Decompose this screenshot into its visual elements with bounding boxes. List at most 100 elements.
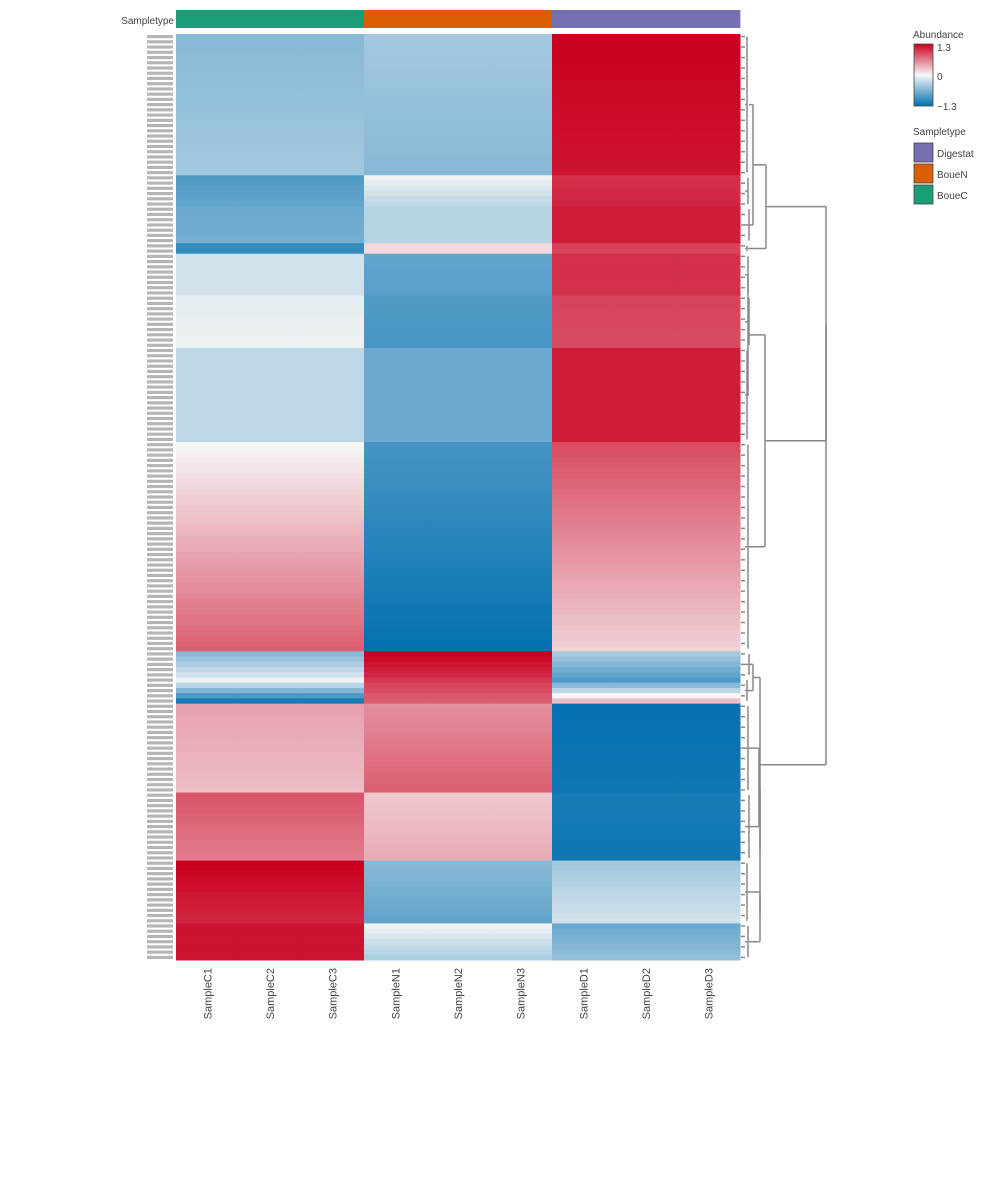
heatmap-cell: [301, 588, 365, 595]
heatmap-cell: [552, 190, 616, 197]
heatmap-cell: [489, 379, 553, 386]
heatmap-cell: [176, 54, 240, 61]
heatmap-cell: [238, 818, 302, 825]
heatmap-cell: [614, 536, 678, 542]
heatmap-cell: [364, 196, 428, 202]
heatmap-cell: [552, 499, 616, 506]
heatmap-cell: [301, 164, 365, 171]
heatmap-cell: [489, 693, 553, 699]
row-dendrogram: [741, 35, 827, 959]
heatmap-cell: [176, 400, 240, 406]
row-label-mark: [147, 390, 173, 394]
row-label-mark: [147, 830, 173, 834]
heatmap-cell: [614, 891, 678, 898]
heatmap-cell: [364, 201, 428, 208]
row-label-mark: [147, 458, 173, 462]
heatmap-cell: [614, 196, 678, 202]
heatmap-cell: [301, 818, 365, 825]
heatmap-cell: [614, 368, 678, 375]
row-label-mark: [147, 950, 173, 954]
heatmap-cell: [176, 667, 240, 673]
heatmap-cell: [426, 44, 490, 51]
heatmap-cell: [301, 421, 365, 427]
heatmap-cell: [614, 426, 678, 433]
heatmap-cell: [677, 834, 741, 841]
heatmap-cell: [364, 834, 428, 841]
heatmap-cell: [552, 415, 616, 422]
heatmap-cell: [552, 829, 616, 835]
heatmap-cell: [677, 347, 741, 354]
heatmap-cell: [238, 640, 302, 647]
heatmap-cell: [364, 321, 428, 328]
row-label-mark: [147, 913, 173, 918]
heatmap-cell: [176, 630, 240, 637]
heatmap-cell: [301, 829, 365, 835]
heatmap-cell: [301, 415, 365, 422]
group-legend-swatch-bouen: [913, 163, 934, 184]
heatmap-cell: [489, 60, 553, 66]
heatmap-cell: [176, 86, 240, 93]
heatmap-cell: [238, 149, 302, 155]
heatmap-cell: [238, 122, 302, 129]
heatmap-cell: [489, 557, 553, 563]
heatmap-cell: [552, 619, 616, 626]
heatmap-cell: [238, 578, 302, 584]
heatmap-cell: [489, 238, 553, 244]
heatmap-cell: [489, 646, 553, 652]
heatmap-cell: [301, 667, 365, 673]
heatmap-cell: [614, 379, 678, 386]
heatmap-cell: [238, 253, 302, 260]
heatmap-cell: [614, 107, 678, 113]
heatmap-cell: [552, 844, 616, 851]
row-label-mark: [147, 218, 173, 222]
heatmap-cell: [426, 321, 490, 328]
heatmap-cell: [614, 886, 678, 893]
heatmap-cell: [426, 347, 490, 354]
heatmap-cell: [238, 907, 302, 914]
heatmap-cell: [301, 515, 365, 522]
row-label-mark: [147, 66, 173, 70]
heatmap-cell: [677, 714, 741, 720]
heatmap-cell: [552, 342, 616, 349]
heatmap-cell: [238, 912, 302, 919]
row-label-mark: [147, 364, 173, 368]
heatmap-cell: [677, 452, 741, 459]
heatmap-cell: [489, 285, 553, 291]
row-label-mark: [147, 176, 173, 180]
heatmap-cell: [176, 91, 240, 98]
heatmap-cell: [614, 656, 678, 663]
heatmap-cell: [301, 766, 365, 773]
heatmap-cell: [176, 531, 240, 537]
heatmap-cell: [677, 933, 741, 940]
heatmap-cell: [238, 400, 302, 406]
heatmap-cell: [426, 912, 490, 919]
heatmap-cell: [176, 520, 240, 527]
heatmap-cell: [176, 353, 240, 359]
heatmap-cell: [364, 531, 428, 537]
heatmap-cell: [238, 750, 302, 757]
heatmap-cell: [489, 494, 553, 501]
heatmap-cell: [677, 886, 741, 893]
heatmap-cell: [176, 787, 240, 794]
heatmap-cell: [238, 766, 302, 773]
heatmap-cell: [489, 776, 553, 783]
heatmap-cell: [426, 96, 490, 103]
heatmap-cell: [364, 436, 428, 443]
heatmap-cell: [364, 541, 428, 548]
row-label-mark: [147, 82, 173, 86]
heatmap-cell: [552, 149, 616, 155]
heatmap-cell: [176, 782, 240, 788]
heatmap-cell: [238, 646, 302, 652]
heatmap-cell: [301, 159, 365, 166]
row-label-mark: [147, 144, 173, 149]
heatmap-cell: [176, 635, 240, 642]
heatmap-cell: [552, 107, 616, 113]
heatmap-cell: [552, 201, 616, 208]
heatmap-cell: [364, 829, 428, 835]
heatmap-cell: [426, 170, 490, 176]
heatmap-cell: [426, 745, 490, 752]
heatmap-cell: [426, 415, 490, 422]
heatmap-cell: [489, 855, 553, 862]
heatmap-cell: [677, 651, 741, 658]
heatmap-cell: [677, 112, 741, 119]
